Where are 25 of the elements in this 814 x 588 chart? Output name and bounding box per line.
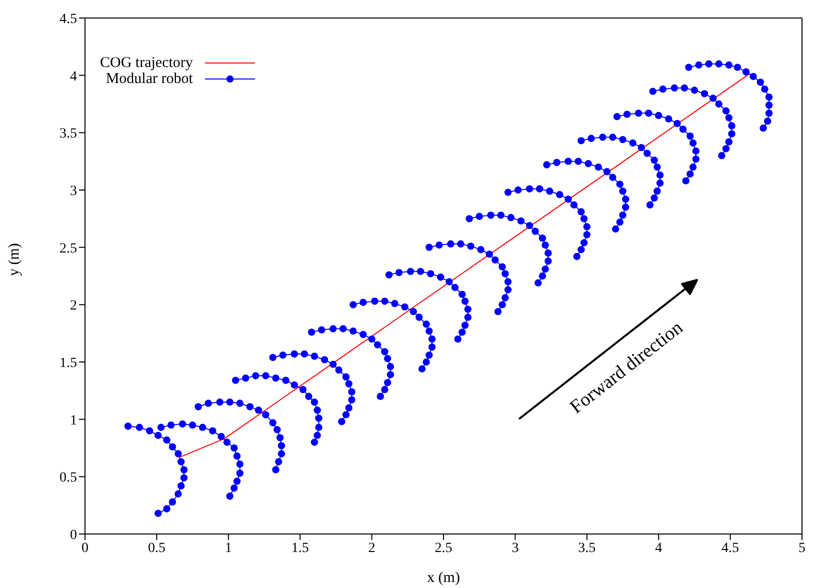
y-tick-label: 1.5 [60,356,77,371]
y-tick-label: 4.5 [60,12,77,27]
x-tick-label: 2 [368,540,376,556]
y-tick-label: 0 [70,528,77,543]
y-tick-label: 0.5 [60,470,77,486]
y-axis-title: y (m) [6,243,22,276]
y-tick-label: 1 [70,413,77,428]
x-tick-label: 3.5 [578,540,596,556]
x-tick-label: 4 [655,540,662,556]
x-tick-label: 1 [224,540,232,556]
x-tick-label: 4.5 [722,540,740,556]
x-axis-title: x (m) [427,570,460,586]
x-tick-label: 2.5 [434,540,452,556]
y-tick-label: 4 [70,69,77,84]
y-tick-label: 3.5 [60,126,77,142]
legend-label: Modular robot [106,71,193,87]
x-tick-label: 5 [798,540,806,556]
y-tick-label: 2.5 [60,241,77,256]
legend-label: COG trajectory [100,55,193,71]
x-tick-label: 0 [82,540,88,556]
x-tick-label: 3 [512,540,519,556]
x-tick-label: 1.5 [291,540,309,556]
x-tick-label: 0.5 [148,540,166,556]
y-tick-label: 3 [70,184,77,199]
y-tick-label: 2 [70,298,77,314]
